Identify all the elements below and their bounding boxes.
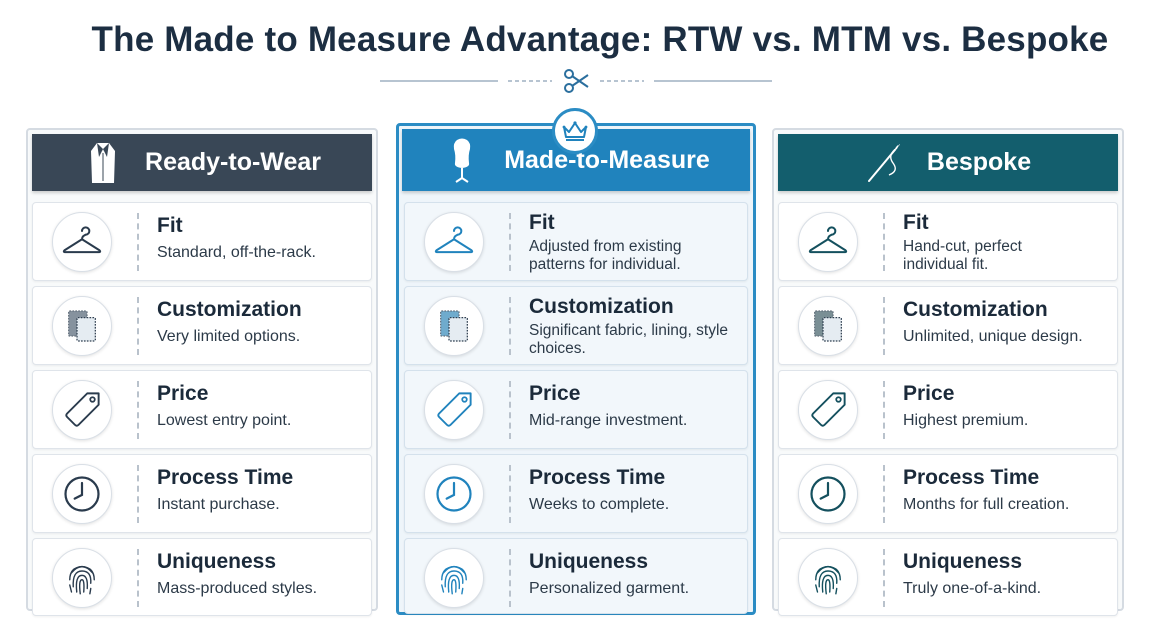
column-header-bespoke: Bespoke [778, 134, 1118, 191]
hanger-icon [52, 212, 112, 272]
row-desc: Lowest entry point. [157, 412, 292, 429]
row-title: Process Time [157, 466, 294, 489]
dress-form-icon [442, 138, 482, 183]
fabric-swatch-icon [424, 296, 484, 356]
row-desc: Months for full creation. [903, 496, 1070, 513]
row-title: Process Time [529, 466, 666, 489]
row-customization: Customization Significant fabric, lining… [404, 286, 748, 365]
column-made-to-measure: Made-to-Measure Fit Adjusted from existi… [396, 108, 756, 615]
hanger-icon [424, 212, 484, 272]
row-fit: Fit Standard, off-the-rack. [32, 202, 372, 281]
row-desc: Standard, off-the-rack. [157, 244, 316, 261]
row-desc: Hand-cut, perfect individual fit. [903, 238, 1022, 273]
hanger-icon [798, 212, 858, 272]
fingerprint-icon [798, 548, 858, 608]
row-desc: Personalized garment. [529, 580, 690, 597]
row-fit: Fit Hand-cut, perfect individual fit. [778, 202, 1118, 281]
row-title: Customization [903, 298, 1048, 321]
clock-icon [798, 464, 858, 524]
row-uniqueness: Uniqueness Truly one-of-a-kind. [778, 538, 1118, 616]
row-title: Price [903, 382, 955, 405]
clock-icon [424, 464, 484, 524]
row-desc: Very limited options. [157, 328, 301, 345]
row-title: Customization [529, 295, 674, 318]
clock-icon [52, 464, 112, 524]
row-title: Fit [529, 211, 555, 234]
price-tag-icon [798, 380, 858, 440]
price-tag-icon [52, 380, 112, 440]
price-tag-icon [424, 380, 484, 440]
row-title: Fit [903, 211, 929, 234]
column-header-rtw: Ready-to-Wear [32, 134, 372, 191]
row-customization: Customization Very limited options. [32, 286, 372, 365]
row-title: Uniqueness [903, 550, 1023, 573]
row-desc: Mass-produced styles. [157, 580, 318, 597]
row-desc: Weeks to complete. [529, 496, 670, 513]
row-title: Uniqueness [529, 550, 649, 573]
tuxedo-icon [83, 141, 123, 185]
row-title: Price [157, 382, 209, 405]
crown-icon [552, 108, 598, 154]
scissors-divider [380, 69, 772, 93]
column-title: Bespoke [926, 148, 1032, 176]
fabric-swatch-icon [798, 296, 858, 356]
row-process-time: Process Time Months for full creation. [778, 454, 1118, 533]
column-title: Ready-to-Wear [145, 148, 321, 176]
row-desc: Significant fabric, lining, style choice… [529, 322, 729, 357]
row-fit: Fit Adjusted from existing patterns for … [404, 202, 748, 281]
row-title: Price [529, 382, 581, 405]
column-ready-to-wear: Ready-to-Wear Fit Standard, off-the-rack… [26, 128, 378, 616]
row-process-time: Process Time Weeks to complete. [404, 454, 748, 533]
scissors-icon [564, 69, 589, 93]
column-bespoke: Bespoke Fit Hand-cut, perfect individual… [772, 128, 1124, 616]
column-title: Made-to-Measure [504, 145, 710, 174]
row-uniqueness: Uniqueness Personalized garment. [404, 538, 748, 614]
row-uniqueness: Uniqueness Mass-produced styles. [32, 538, 372, 616]
fingerprint-icon [424, 548, 484, 608]
needle-thread-icon [865, 141, 905, 185]
row-desc: Instant purchase. [157, 496, 280, 513]
row-desc: Truly one-of-a-kind. [903, 580, 1042, 597]
row-title: Customization [157, 298, 302, 321]
row-desc: Mid-range investment. [529, 412, 688, 429]
row-price: Price Lowest entry point. [32, 370, 372, 449]
row-desc: Unlimited, unique design. [903, 328, 1083, 345]
row-desc: Highest premium. [903, 412, 1029, 429]
row-title: Uniqueness [157, 550, 277, 573]
row-price: Price Highest premium. [778, 370, 1118, 449]
row-customization: Customization Unlimited, unique design. [778, 286, 1118, 365]
fabric-swatch-icon [52, 296, 112, 356]
fingerprint-icon [52, 548, 112, 608]
row-desc: Adjusted from existing patterns for indi… [529, 238, 682, 273]
row-process-time: Process Time Instant purchase. [32, 454, 372, 533]
row-title: Process Time [903, 466, 1040, 489]
row-price: Price Mid-range investment. [404, 370, 748, 449]
row-title: Fit [157, 214, 183, 237]
page-title: The Made to Measure Advantage: RTW vs. M… [91, 20, 1109, 59]
